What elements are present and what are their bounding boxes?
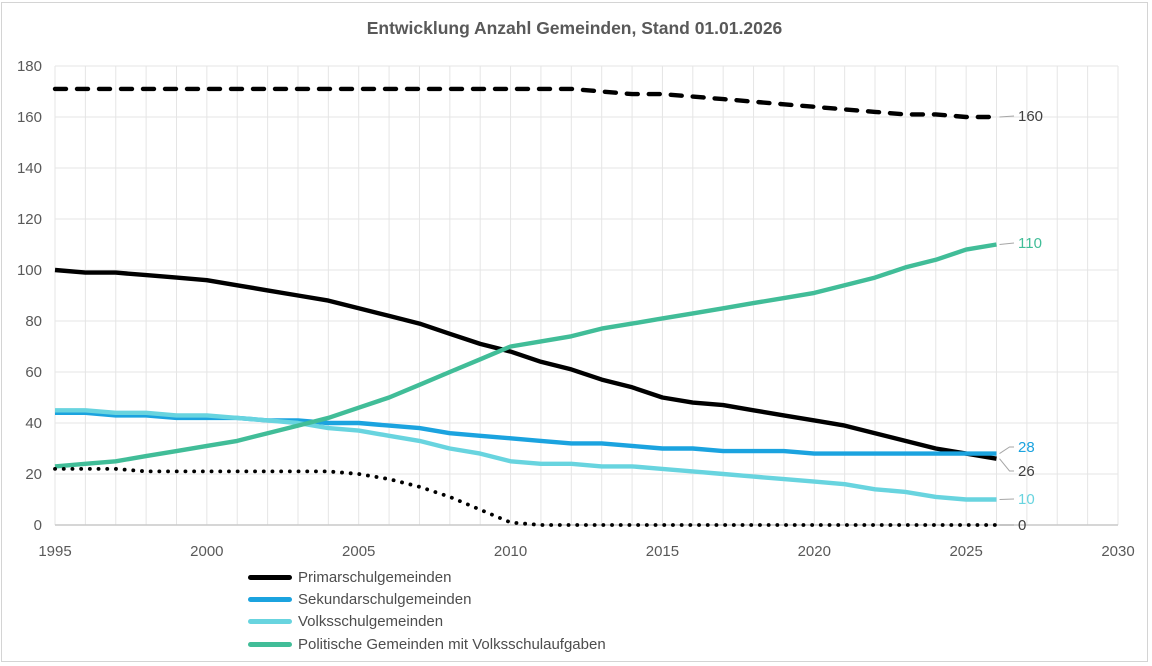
legend-swatch-politische-gemeinden — [248, 641, 292, 647]
end-label-politische-gemeinden-mit-volksschulaufgaben: 110 — [1018, 235, 1042, 252]
series-line-volksschulgemeinden — [55, 408, 997, 502]
series-line-politische-gemeinden-mit-volksschulaufgaben — [54, 242, 997, 469]
x-tick-label: 1995 — [38, 543, 71, 560]
series-line-dotted-black — [53, 466, 999, 527]
y-axis-tick-labels: 0 20 40 60 80 100 120 140 160 180 — [17, 58, 42, 534]
end-label-dotted-black: 0 — [1018, 517, 1026, 534]
y-tick-label: 0 — [34, 517, 42, 534]
y-tick-label: 20 — [25, 466, 42, 483]
x-tick-label: 2030 — [1101, 543, 1134, 560]
gridlines-horizontal — [55, 65, 1118, 475]
leader-line-sekundarschulgemeinden — [999, 446, 1014, 455]
end-label-sekundarschulgemeinden: 28 — [1018, 439, 1035, 456]
legend-swatch-primarschulgemeinden — [248, 574, 292, 580]
x-axis-tick-labels: 1995 2000 2005 2010 2015 2020 2025 2030 — [38, 543, 1134, 560]
y-tick-label: 160 — [17, 109, 42, 126]
series-line-dashed-black — [52, 86, 999, 120]
legend-item-politische-gemeinden: Politische Gemeinden mit Volksschulaufga… — [248, 633, 606, 655]
end-label-dashed-black: 160 — [1018, 108, 1043, 125]
legend-swatch-sekundarschulgemeinden — [248, 597, 292, 603]
leader-line-dashed-black — [999, 115, 1015, 118]
y-tick-label: 60 — [25, 364, 42, 381]
legend-item-sekundarschulgemeinden: Sekundarschulgemeinden — [248, 588, 606, 610]
legend-swatch-volksschulgemeinden — [248, 619, 292, 625]
y-tick-label: 100 — [17, 262, 42, 279]
x-tick-label: 2015 — [646, 543, 679, 560]
y-tick-label: 120 — [17, 211, 42, 228]
x-tick-label: 2010 — [494, 543, 527, 560]
chart-title: Entwicklung Anzahl Gemeinden, Stand 01.0… — [366, 18, 783, 38]
series-line-primarschulgemeinden — [54, 267, 997, 461]
leader-line-primarschulgemeinden — [999, 458, 1014, 472]
legend-item-primarschulgemeinden: Primarschulgemeinden — [248, 566, 606, 588]
x-tick-label: 2005 — [342, 543, 375, 560]
leader-line-volksschulgemeinden — [999, 498, 1015, 500]
end-label-primarschulgemeinden: 26 — [1018, 463, 1035, 480]
end-label-volksschulgemeinden: 10 — [1018, 491, 1035, 508]
legend-label: Politische Gemeinden mit Volksschulaufga… — [298, 635, 606, 653]
x-tick-label: 2020 — [798, 543, 831, 560]
x-tick-label: 2025 — [949, 543, 982, 560]
legend-item-volksschulgemeinden: Volksschulgemeinden — [248, 611, 606, 633]
y-tick-label: 180 — [17, 58, 42, 75]
legend: Primarschulgemeinden Sekundarschulgemein… — [248, 566, 606, 656]
y-tick-label: 80 — [25, 313, 42, 330]
y-tick-label: 140 — [17, 160, 42, 177]
legend-label: Sekundarschulgemeinden — [298, 591, 472, 609]
x-tick-label: 2000 — [190, 543, 223, 560]
leader-line-politische-gemeinden-mit-volksschulaufgaben — [999, 242, 1015, 245]
legend-label: Primarschulgemeinden — [298, 568, 452, 586]
y-tick-label: 40 — [25, 415, 42, 432]
legend-label: Volksschulgemeinden — [298, 613, 444, 631]
gridlines-vertical — [54, 66, 1119, 525]
